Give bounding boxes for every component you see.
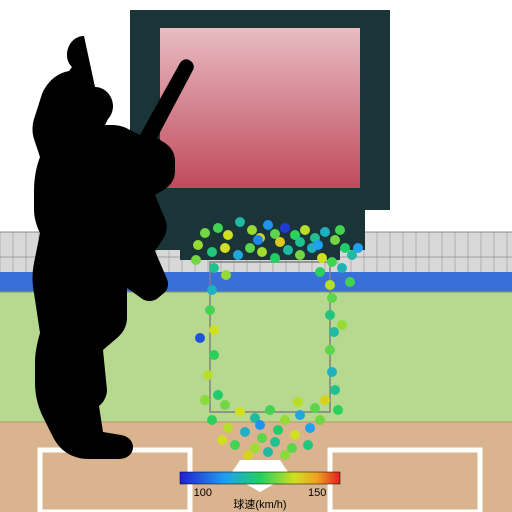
pitch-point bbox=[345, 277, 355, 287]
pitch-point bbox=[213, 390, 223, 400]
pitch-point bbox=[233, 250, 243, 260]
pitch-point bbox=[270, 253, 280, 263]
pitch-point bbox=[209, 325, 219, 335]
pitch-point bbox=[305, 423, 315, 433]
pitch-point bbox=[263, 220, 273, 230]
pitch-point bbox=[280, 450, 290, 460]
pitch-point bbox=[207, 415, 217, 425]
pitch-point bbox=[220, 400, 230, 410]
pitch-point bbox=[320, 395, 330, 405]
pitch-point bbox=[235, 407, 245, 417]
pitch-point bbox=[263, 447, 273, 457]
pitch-point bbox=[209, 263, 219, 273]
colorbar-tick: 150 bbox=[308, 487, 326, 499]
pitch-point bbox=[205, 305, 215, 315]
chart-svg: 100 150 球速(km/h) bbox=[0, 0, 512, 512]
pitch-point bbox=[200, 395, 210, 405]
pitch-point bbox=[207, 285, 217, 295]
pitch-point bbox=[203, 370, 213, 380]
colorbar-tick: 100 bbox=[194, 487, 212, 499]
pitch-point bbox=[275, 237, 285, 247]
pitch-point bbox=[223, 230, 233, 240]
pitch-point bbox=[300, 225, 310, 235]
pitch-point bbox=[325, 310, 335, 320]
pitch-point bbox=[320, 227, 330, 237]
pitch-point bbox=[191, 255, 201, 265]
pitch-point bbox=[213, 223, 223, 233]
pitch-point bbox=[235, 217, 245, 227]
pitch-point bbox=[245, 243, 255, 253]
pitch-point bbox=[257, 247, 267, 257]
pitch-point bbox=[303, 440, 313, 450]
pitch-point bbox=[223, 423, 233, 433]
colorbar-label: 球速(km/h) bbox=[233, 497, 286, 511]
pitch-point bbox=[283, 245, 293, 255]
pitch-point bbox=[243, 450, 253, 460]
pitch-point bbox=[293, 397, 303, 407]
pitch-point bbox=[327, 257, 337, 267]
pitch-point bbox=[193, 240, 203, 250]
pitch-point bbox=[200, 228, 210, 238]
pitch-point bbox=[265, 405, 275, 415]
scoreboard-screen bbox=[160, 28, 360, 188]
pitch-point bbox=[329, 327, 339, 337]
pitch-point bbox=[337, 263, 347, 273]
pitch-point bbox=[310, 403, 320, 413]
pitch-point bbox=[295, 250, 305, 260]
colorbar bbox=[180, 472, 340, 484]
pitch-point bbox=[209, 350, 219, 360]
pitch-point bbox=[317, 253, 327, 263]
pitch-point bbox=[333, 405, 343, 415]
pitch-point bbox=[325, 280, 335, 290]
pitch-point bbox=[255, 420, 265, 430]
pitch-point bbox=[315, 415, 325, 425]
pitch-point bbox=[315, 267, 325, 277]
pitch-point bbox=[330, 385, 340, 395]
pitch-point bbox=[327, 367, 337, 377]
pitch-point bbox=[273, 425, 283, 435]
pitch-point bbox=[217, 435, 227, 445]
pitch-point bbox=[207, 247, 217, 257]
pitch-point bbox=[195, 333, 205, 343]
pitch-point bbox=[353, 243, 363, 253]
pitch-point bbox=[295, 237, 305, 247]
pitch-point bbox=[313, 240, 323, 250]
pitch-point bbox=[327, 293, 337, 303]
pitch-point bbox=[290, 430, 300, 440]
pitch-point bbox=[295, 410, 305, 420]
pitch-location-chart: 100 150 球速(km/h) bbox=[0, 0, 512, 512]
pitch-point bbox=[221, 270, 231, 280]
pitch-point bbox=[335, 225, 345, 235]
pitch-point bbox=[230, 440, 240, 450]
pitch-point bbox=[257, 433, 267, 443]
pitch-point bbox=[220, 243, 230, 253]
pitch-point bbox=[325, 345, 335, 355]
pitch-point bbox=[240, 427, 250, 437]
pitch-point bbox=[330, 235, 340, 245]
pitch-point bbox=[253, 235, 263, 245]
pitch-point bbox=[280, 223, 290, 233]
pitch-point bbox=[270, 437, 280, 447]
pitch-point bbox=[247, 225, 257, 235]
pitch-point bbox=[337, 320, 347, 330]
pitch-point bbox=[280, 415, 290, 425]
